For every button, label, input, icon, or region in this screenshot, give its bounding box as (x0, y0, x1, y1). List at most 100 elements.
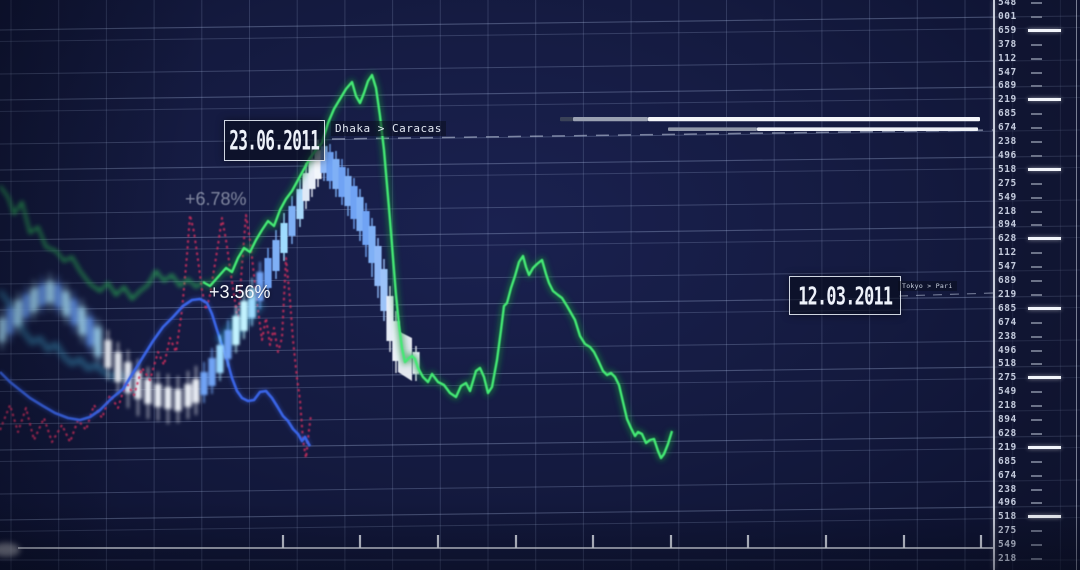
price-scale-value: 496 (998, 149, 1017, 161)
price-scale-row: 496 (993, 149, 1080, 163)
price-scale-row: 628 (993, 427, 1080, 441)
price-scale-tick (1031, 2, 1042, 4)
price-scale-row: 689 (993, 79, 1080, 93)
price-scale-value: 219 (998, 441, 1017, 453)
price-scale-value: 518 (998, 163, 1017, 175)
price-scale-value: 518 (998, 511, 1017, 523)
price-scale-value: 496 (998, 344, 1017, 356)
price-scale-value: 275 (998, 372, 1017, 384)
price-scale-row: 674 (993, 469, 1080, 483)
price-scale-tick (1031, 363, 1042, 366)
price-scale-row: 685 (993, 302, 1080, 316)
price-scale-tick (1031, 57, 1042, 60)
price-scale-tick (1031, 141, 1042, 143)
price-scale-row: 219 (993, 441, 1080, 455)
price-scale-row: 689 (993, 274, 1080, 288)
price-scale-value: 112 (998, 247, 1017, 259)
price-scale-tick (1031, 252, 1042, 255)
price-scale-tick (1031, 502, 1042, 505)
price-scale-value: 275 (998, 525, 1017, 537)
price-scale-value: 685 (998, 108, 1017, 120)
price-scale-value: 659 (998, 24, 1017, 36)
price-scale-row: 218 (993, 205, 1080, 219)
price-scale-value: 238 (998, 136, 1017, 147)
price-scale-tick (1031, 544, 1042, 547)
price-scale-highlight-bar (1028, 376, 1061, 380)
price-scale: 548 001 659 378 112 547 689 219 685 674 238 496 518 2… (993, 0, 1080, 570)
price-scale-tick (1031, 558, 1042, 560)
price-scale-value: 674 (998, 316, 1017, 328)
price-scale-highlight-bar (1028, 515, 1061, 519)
price-scale-row: 275 (993, 524, 1080, 538)
price-scale-row: 238 (993, 483, 1080, 497)
price-scale-row: 659 (993, 24, 1080, 38)
price-scale-row: 549 (993, 191, 1080, 205)
price-scale-row: 674 (993, 316, 1080, 330)
price-scale-row: 238 (993, 330, 1080, 344)
date-callout-right-text: 12.03.2011 (797, 280, 893, 311)
price-scale-value: 628 (998, 233, 1017, 245)
price-scale-row: 518 (993, 163, 1080, 177)
price-scale-value: 275 (998, 177, 1017, 189)
price-scale-tick (1031, 460, 1042, 463)
price-scale-row: 685 (993, 107, 1080, 121)
percent-label-upper: +6.78% (185, 189, 247, 209)
price-scale-tick (1031, 43, 1042, 46)
price-scale-row: 628 (993, 232, 1080, 246)
price-scale-tick (1031, 196, 1042, 199)
price-scale-value: 689 (998, 80, 1017, 92)
route-label-right: Tokyo > Pari (898, 281, 957, 291)
price-scale-tick (1031, 280, 1042, 282)
candles-left-blurred-cyan (0, 273, 102, 365)
price-scale-value: 496 (998, 497, 1017, 509)
price-scale-highlight-bar (1028, 306, 1061, 310)
price-scale-row: 218 (993, 552, 1080, 566)
price-scale-value: 549 (998, 191, 1017, 203)
price-scale-tick (1031, 210, 1042, 213)
price-scale-tick (1031, 419, 1042, 421)
price-scale-tick (1031, 182, 1042, 185)
price-scale-highlight-bar (1028, 167, 1061, 171)
price-scale-row: 112 (993, 246, 1080, 260)
price-scale-tick (1031, 113, 1042, 116)
price-scale-value: 674 (998, 469, 1017, 481)
price-scale-row: 496 (993, 344, 1080, 358)
price-scale-row: 894 (993, 413, 1080, 427)
price-scale-tick (1031, 488, 1042, 491)
price-scale-row: 275 (993, 177, 1080, 191)
price-scale-tick (1031, 349, 1042, 352)
price-scale-tick (1031, 71, 1042, 74)
price-scale-row: 549 (993, 385, 1080, 399)
price-scale-tick (1031, 15, 1042, 18)
price-scale-value: 218 (998, 400, 1017, 412)
price-scale-value: 547 (998, 261, 1017, 273)
price-scale-tick (1031, 530, 1042, 533)
price-scale-value: 001 (998, 10, 1017, 22)
price-scale-value: 549 (998, 539, 1017, 551)
price-scale-row: 218 (993, 399, 1080, 413)
date-callout-left: 23.06.2011 (224, 120, 325, 161)
price-scale-highlight-bar (1028, 98, 1061, 102)
price-scale-highlight-bar (1028, 237, 1061, 241)
price-scale-tick (1031, 293, 1042, 296)
percent-label-lower: +3.56% (209, 282, 271, 302)
price-scale-row: 238 (993, 135, 1080, 149)
price-scale-row: 518 (993, 510, 1080, 524)
price-scale-tick (1031, 154, 1042, 157)
price-scale-row: 547 (993, 260, 1080, 274)
price-scale-row: 518 (993, 357, 1080, 371)
price-scale-value: 685 (998, 302, 1017, 314)
price-scale-row: 674 (993, 121, 1080, 135)
price-scale-tick (1031, 391, 1042, 394)
price-scale-tick (1031, 321, 1042, 324)
price-scale-value: 518 (998, 358, 1017, 370)
price-scale-tick (1031, 224, 1042, 227)
price-scale-value: 218 (998, 205, 1017, 217)
price-scale-row: 219 (993, 288, 1080, 302)
date-callout-right: 12.03.2011 (789, 276, 901, 315)
price-scale-tick (1031, 266, 1042, 269)
price-scale-value: 894 (998, 219, 1017, 231)
price-scale-value: 685 (998, 455, 1017, 467)
price-scale-highlight-bar (1028, 28, 1061, 32)
price-scale-value: 674 (998, 122, 1017, 134)
